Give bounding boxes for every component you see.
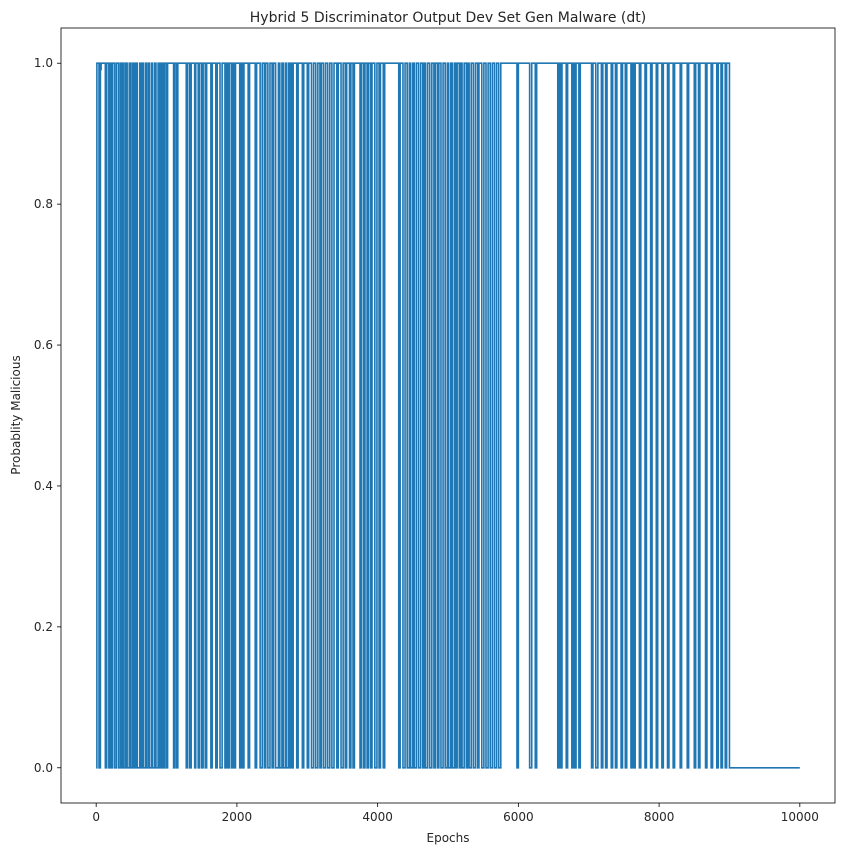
x-axis-ticks: 0 2000 4000 6000 8000 10000: [92, 803, 819, 824]
x-tick-label: 4000: [362, 810, 393, 824]
y-tick-label: 0.4: [34, 479, 53, 493]
y-tick-label: 0.8: [34, 197, 53, 211]
x-tick-label: 10000: [781, 810, 819, 824]
y-tick-label: 0.0: [34, 761, 53, 775]
y-tick-label: 0.2: [34, 620, 53, 634]
x-tick-label: 0: [92, 810, 100, 824]
y-axis-label: Probablity Malicious: [9, 355, 23, 474]
chart-title: Hybrid 5 Discriminator Output Dev Set Ge…: [250, 10, 646, 26]
y-tick-label: 0.6: [34, 338, 53, 352]
plot-area: [60, 27, 836, 804]
x-tick-label: 6000: [503, 810, 534, 824]
y-axis-ticks: 0.0 0.2 0.4 0.6 0.8 1.0: [34, 56, 61, 775]
axes-frame: [60, 27, 836, 804]
series-group: [96, 62, 800, 769]
x-tick-label: 8000: [644, 810, 675, 824]
x-tick-label: 2000: [222, 810, 253, 824]
y-tick-label: 1.0: [34, 56, 53, 70]
series-line: [96, 62, 800, 769]
x-axis-label: Epochs: [427, 831, 470, 845]
